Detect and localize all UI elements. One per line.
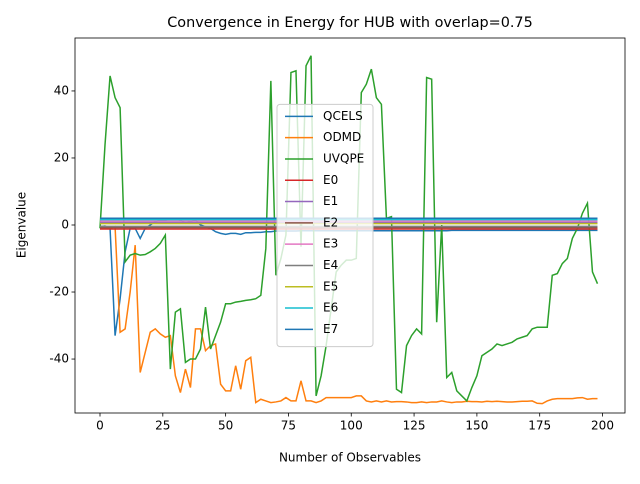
legend-label: E6 bbox=[323, 301, 338, 315]
axes-frame bbox=[74, 37, 626, 414]
data-line bbox=[100, 225, 598, 405]
legend-label: E5 bbox=[323, 279, 338, 293]
y-tick-label: -20 bbox=[49, 285, 69, 299]
legend-label: E2 bbox=[323, 215, 338, 229]
x-tick-label: 75 bbox=[281, 419, 296, 433]
x-tick-label: 175 bbox=[528, 419, 551, 433]
chart-title: Convergence in Energy for HUB with overl… bbox=[167, 15, 533, 31]
legend-label: E4 bbox=[323, 258, 338, 272]
y-axis-label: Eigenvalue bbox=[15, 192, 29, 258]
x-tick-label: 125 bbox=[403, 419, 426, 433]
legend-label: UVQPE bbox=[323, 151, 364, 165]
legend: QCELS ODMD UVQPE E0 E1 E2 E3 E4 E5 E6 E7 bbox=[276, 103, 374, 348]
y-tick-label: 40 bbox=[54, 83, 69, 97]
x-tick-label: 25 bbox=[155, 419, 170, 433]
x-axis-label: Number of Observables bbox=[279, 451, 421, 465]
y-tick-label: -40 bbox=[49, 352, 69, 366]
legend-label: E1 bbox=[323, 194, 338, 208]
y-tick-label: 0 bbox=[61, 217, 69, 231]
x-tick-label: 50 bbox=[218, 419, 233, 433]
legend-label: E3 bbox=[323, 237, 338, 251]
y-tick-label: 20 bbox=[54, 150, 69, 164]
legend-label: E7 bbox=[323, 322, 338, 336]
x-tick-label: 200 bbox=[591, 419, 614, 433]
legend-label: QCELS bbox=[323, 109, 363, 123]
legend-label: E0 bbox=[323, 173, 338, 187]
legend-label: ODMD bbox=[323, 130, 361, 144]
x-tick-label: 0 bbox=[96, 419, 104, 433]
x-tick-label: 100 bbox=[340, 419, 363, 433]
x-tick-label: 150 bbox=[465, 419, 488, 433]
